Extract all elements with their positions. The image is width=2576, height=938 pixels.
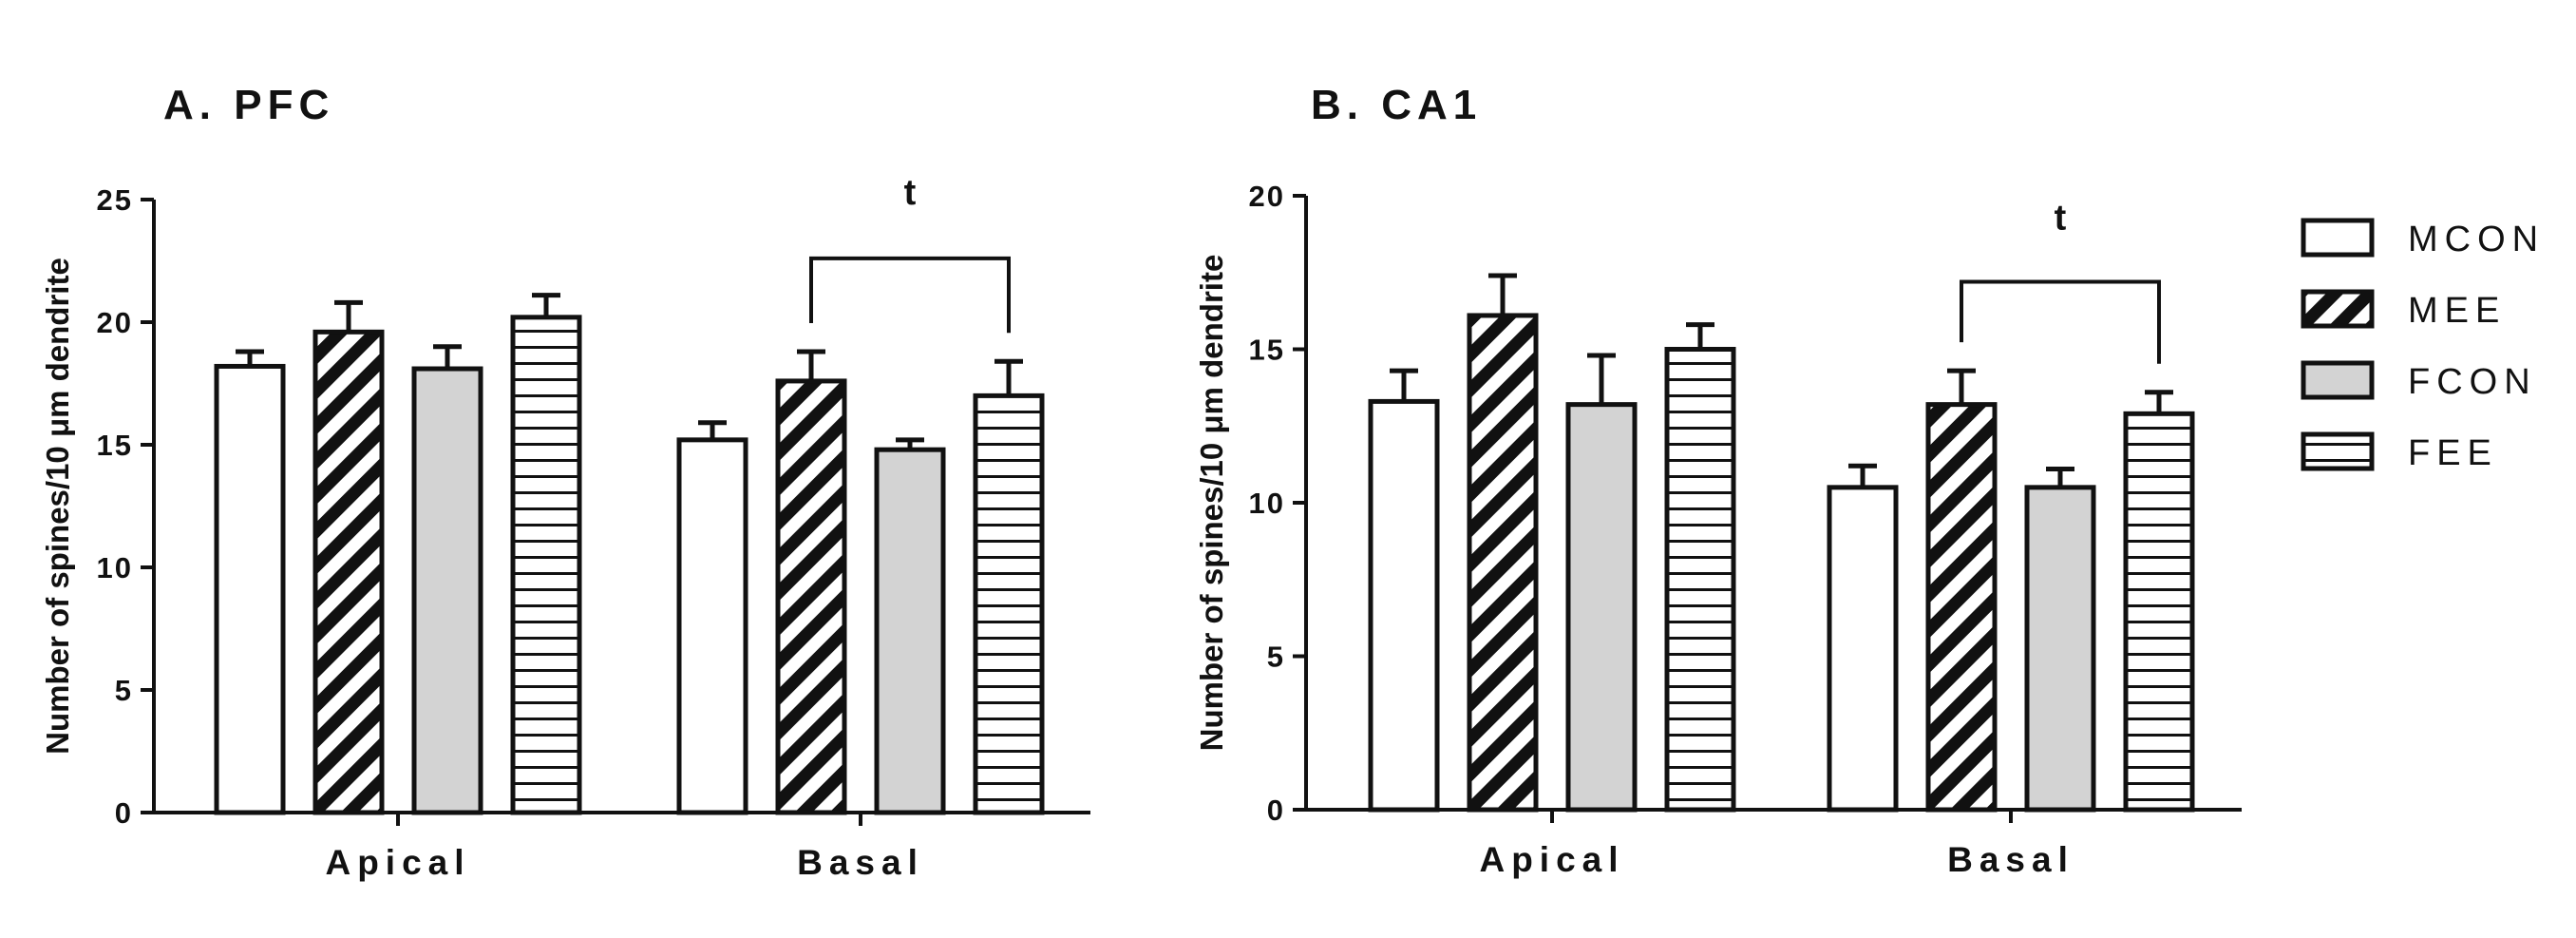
bar-mcon: [214, 363, 286, 815]
y-tick-label: 15: [1249, 334, 1285, 367]
y-tick-label: 10: [97, 551, 133, 584]
significance-label: t: [904, 173, 917, 213]
legend-label-mcon: MCON: [2408, 220, 2545, 259]
chart-ca1: B. CA1 0 5 10 15 20 Number of spines/10 μm den…: [1194, 82, 2242, 879]
x-category-label: Basal: [1947, 840, 2074, 879]
y-tick-label: 5: [1267, 641, 1285, 674]
legend-swatch-mcon: [2301, 218, 2375, 258]
legend-swatch-fee: [2301, 431, 2375, 471]
bar-fcon: [411, 366, 483, 815]
y-tick-label: 0: [1267, 794, 1285, 827]
bar-fee: [1664, 347, 1736, 813]
legend-swatch-fcon: [2301, 360, 2375, 400]
bar-fcon: [1565, 402, 1638, 813]
y-tick-label: 10: [1249, 487, 1285, 520]
significance-label: t: [2055, 199, 2067, 239]
y-axis-label: Number of spines/10 μm dendrite: [1194, 255, 1229, 752]
bar-fcon: [2024, 485, 2096, 813]
legend-swatch-mee: [2301, 289, 2375, 329]
bar-mee: [775, 378, 847, 815]
y-tick-label: 20: [1249, 180, 1285, 213]
y-tick-label: 15: [97, 429, 133, 462]
bar-mee: [313, 329, 385, 815]
bar-fee: [2123, 411, 2195, 813]
y-tick-label: 25: [97, 183, 133, 217]
legend-label-fcon: FCON: [2408, 362, 2537, 402]
bar-fcon: [874, 447, 946, 815]
bar-mcon: [676, 437, 748, 815]
x-category-label: Apical: [1479, 840, 1624, 879]
bar-mee: [1925, 402, 1998, 813]
legend-label-fee: FEE: [2408, 433, 2498, 473]
y-tick-label: 20: [97, 306, 133, 339]
chart-title: A. PFC: [163, 82, 334, 128]
y-tick-label: 5: [115, 674, 133, 707]
y-axis-label: Number of spines/10 μm dendrite: [40, 258, 75, 755]
bar-fee: [510, 315, 582, 815]
y-tick-label: 0: [115, 796, 133, 830]
chart-title: B. CA1: [1311, 82, 1482, 128]
significance-bracket: [809, 256, 1011, 334]
legend-label-mee: MEE: [2408, 291, 2506, 331]
x-category-label: Apical: [325, 843, 470, 882]
significance-bracket: [1960, 279, 2161, 364]
bar-mee: [1467, 313, 1539, 813]
bar-fee: [973, 392, 1045, 815]
bar-mcon: [1368, 398, 1440, 813]
chart-pfc: A. PFC 0 5 10 15 20 25 Number of spines/10 μm d…: [40, 82, 1090, 882]
x-category-label: Basal: [797, 843, 924, 882]
bar-mcon: [1827, 485, 1899, 813]
legend: MCON MEE FCON FEE: [2301, 218, 2545, 473]
